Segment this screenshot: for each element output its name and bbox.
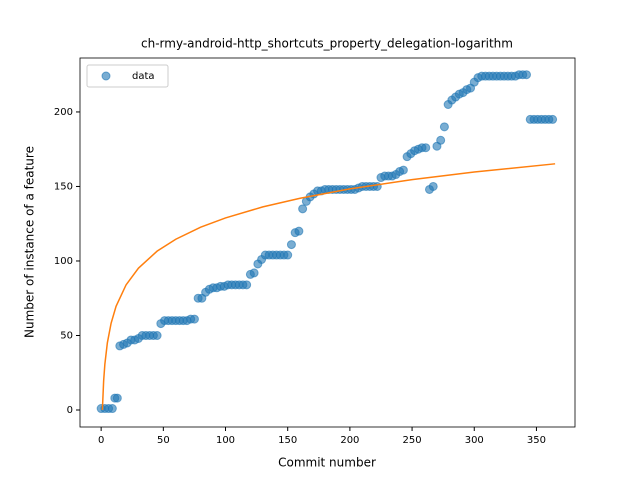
legend-marker (101, 71, 111, 81)
y-tick-label: 100 (54, 256, 73, 267)
data-point (521, 70, 531, 80)
x-tick-label: 300 (465, 435, 484, 446)
data-point (107, 404, 117, 414)
chart-title: ch-rmy-android-http_shortcuts_property_d… (141, 37, 513, 51)
data-point (249, 268, 259, 278)
y-tick-label: 50 (60, 330, 73, 341)
y-tick-label: 0 (67, 405, 73, 416)
data-point (436, 135, 446, 145)
y-axis-label: Number of instance of a feature (23, 146, 37, 338)
x-tick-label: 100 (216, 435, 235, 446)
data-point (112, 393, 122, 403)
data-point (398, 165, 408, 175)
data-point (548, 114, 558, 124)
y-tick-label: 200 (54, 107, 73, 118)
data-point (283, 250, 293, 260)
x-tick-label: 250 (403, 435, 422, 446)
data-point (189, 314, 199, 324)
data-point (242, 280, 252, 290)
x-tick-label: 0 (98, 435, 104, 446)
data-point (298, 204, 308, 214)
data-point (439, 122, 449, 132)
data-point (294, 226, 304, 236)
legend-box (86, 64, 169, 88)
x-tick-label: 200 (340, 435, 359, 446)
y-tick-label: 150 (54, 181, 73, 192)
data-point (428, 181, 438, 191)
plot-frame (79, 57, 576, 428)
x-axis-label: Commit number (278, 456, 376, 470)
x-tick-label: 350 (527, 435, 546, 446)
x-tick-label: 50 (157, 435, 170, 446)
data-point (421, 143, 431, 153)
x-tick-label: 150 (278, 435, 297, 446)
legend-label: data (132, 71, 155, 82)
data-point (286, 240, 296, 250)
data-point (152, 330, 162, 340)
fit-line (101, 163, 556, 411)
